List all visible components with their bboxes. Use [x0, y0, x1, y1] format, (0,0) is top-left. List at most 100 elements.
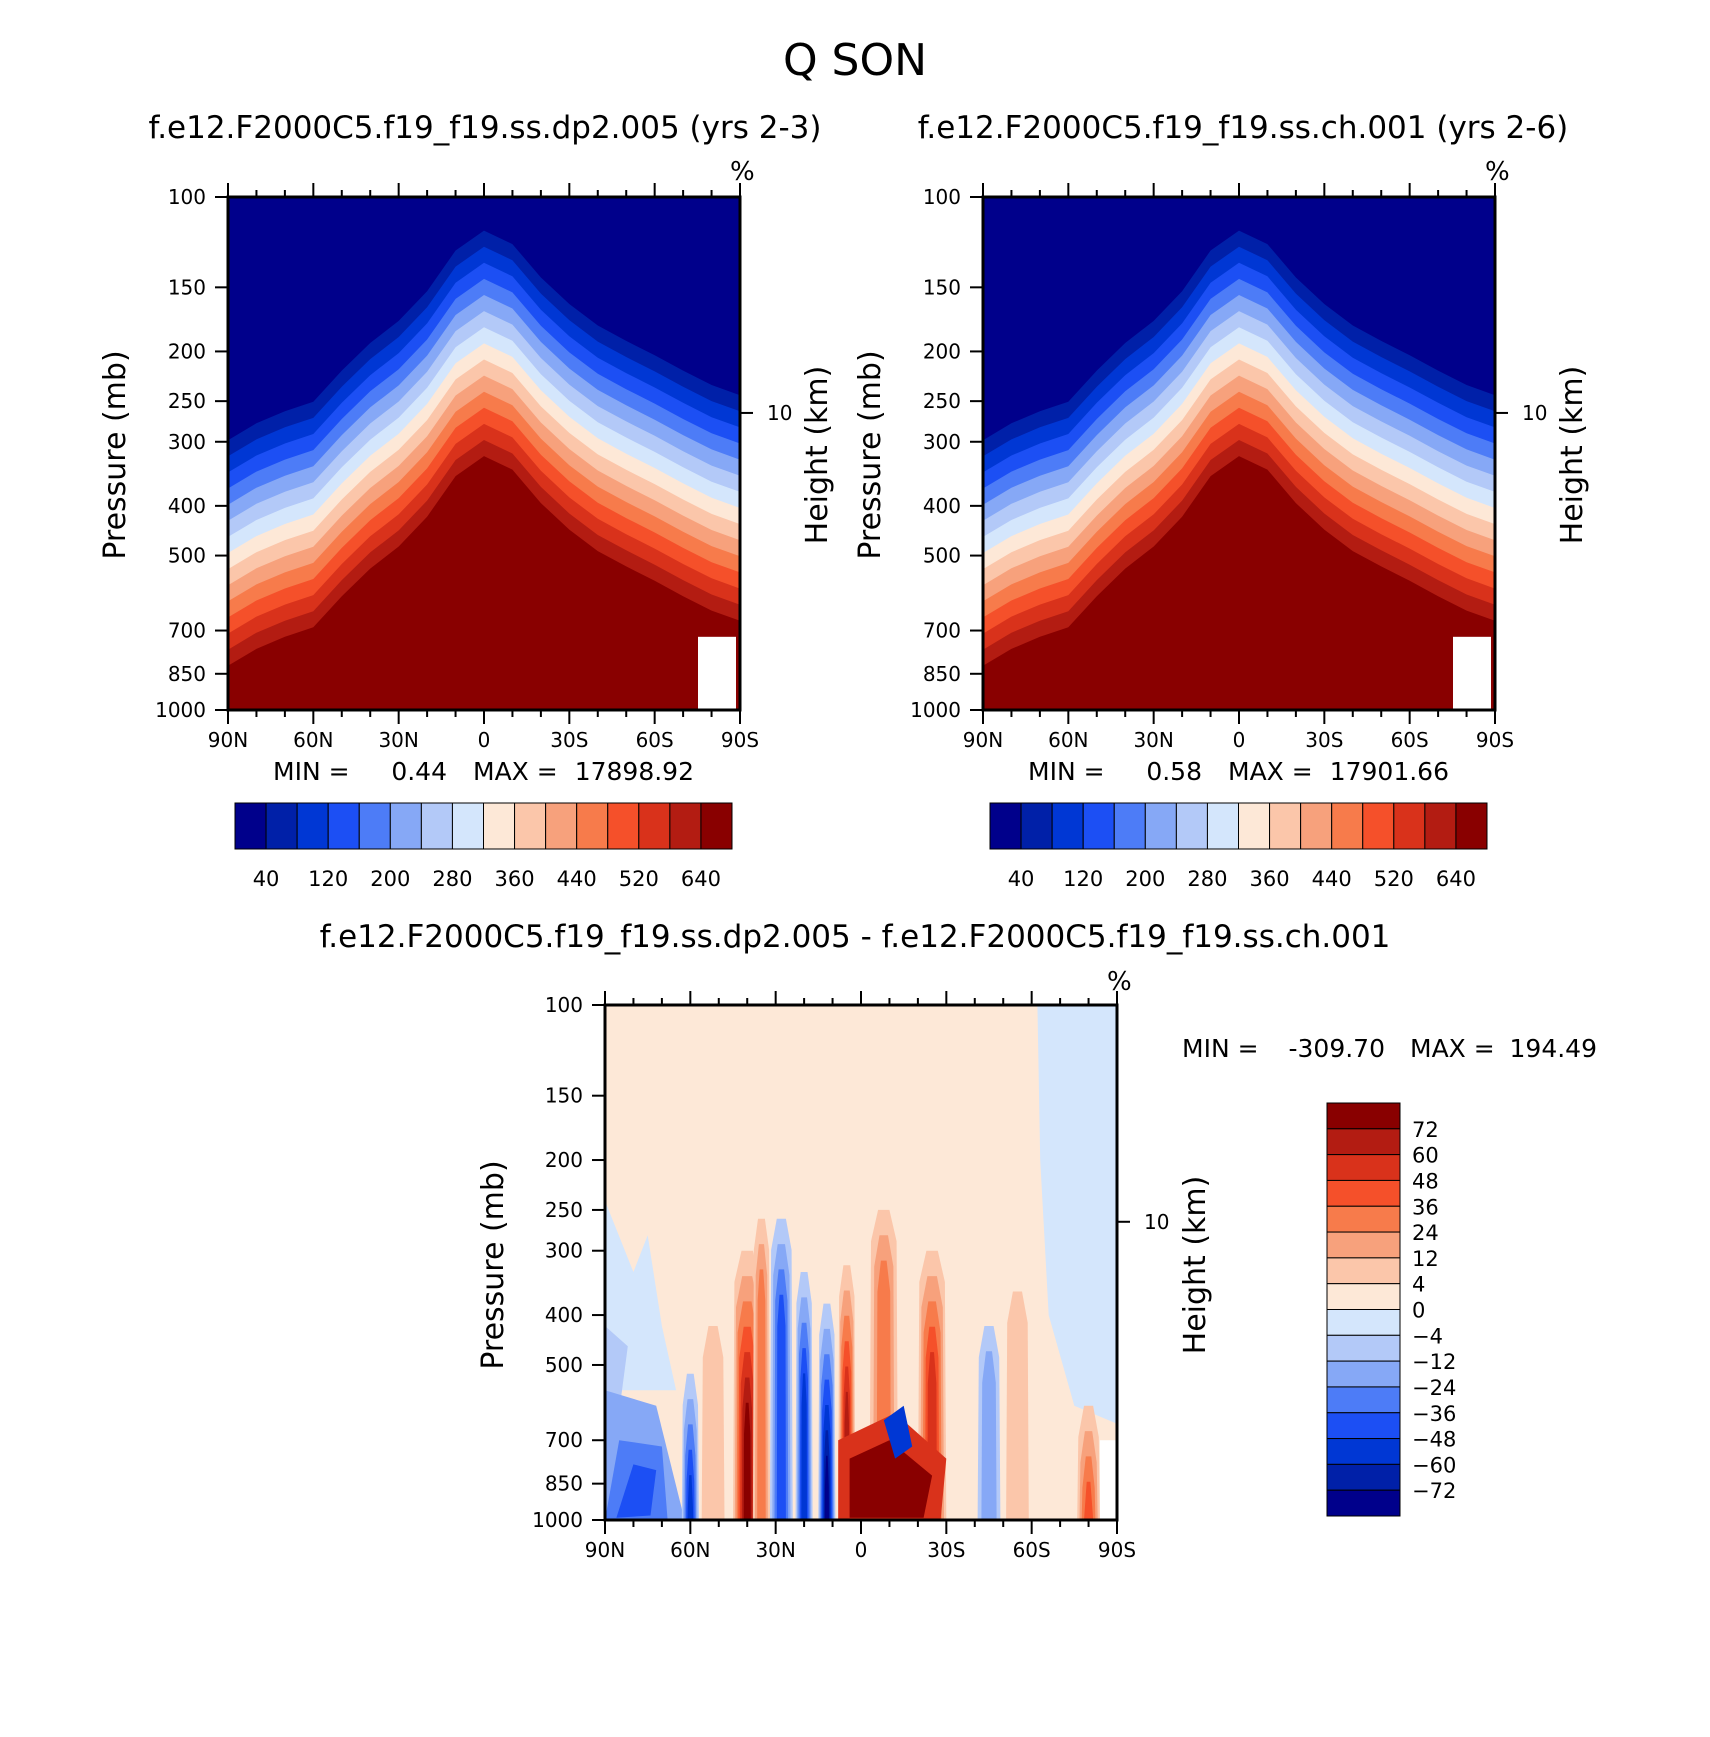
contour-band — [981, 1351, 997, 1520]
axes: 90N 60N 30N 0 30S 60S 90S 100 150 200 250 300 400 500… — [532, 991, 1169, 1562]
colorbar-box — [1269, 802, 1302, 850]
x-tick-label: 90N — [963, 728, 1003, 752]
x-tick-label: 30N — [378, 728, 418, 752]
right-axis-label: Height (km) — [800, 366, 835, 545]
colorbar-label: 640 — [1436, 867, 1476, 891]
x-tick-label: 90S — [721, 728, 759, 752]
colorbar-label: 40 — [1008, 867, 1035, 891]
contour-band — [687, 1475, 694, 1520]
y-tick-label: 150 — [545, 1084, 583, 1108]
colorbar-box — [1326, 1205, 1401, 1233]
colorbar-box — [1326, 1102, 1401, 1130]
contour-band — [801, 1373, 807, 1520]
colorbar-label: −24 — [1412, 1376, 1456, 1400]
right-axis-label: Height (km) — [1555, 366, 1590, 545]
colorbar-box — [1326, 1463, 1401, 1491]
colorbar-label: 640 — [681, 867, 721, 891]
min-label: MIN = — [273, 757, 350, 786]
y-tick-label: 250 — [168, 389, 206, 413]
contour-band — [1037, 1005, 1117, 1424]
x-tick-label: 30N — [755, 1538, 795, 1562]
colorbar-box — [1326, 1154, 1401, 1181]
colorbar-box — [234, 802, 267, 850]
min-label: MIN = — [1182, 1034, 1259, 1063]
colorbar-box — [1455, 802, 1488, 850]
colorbar-label: −36 — [1412, 1402, 1456, 1426]
x-tick-label: 60S — [636, 728, 674, 752]
y-axis-label: Pressure (mb) — [98, 350, 133, 559]
y-tick-label: 400 — [923, 494, 961, 518]
x-tick-label: 90N — [208, 728, 248, 752]
colorbar-label: 36 — [1412, 1195, 1439, 1219]
colorbar-box — [1326, 1438, 1401, 1465]
colorbar-box — [1326, 1179, 1401, 1207]
right-tick-label: 10 — [767, 401, 792, 425]
y-tick-label: 500 — [545, 1353, 583, 1377]
colorbar-box — [638, 802, 671, 850]
panel-top-right: f.e12.F2000C5.f19_f19.ss.ch.001 (yrs 2-6… — [853, 110, 1590, 891]
x-tick-label: 30S — [927, 1538, 965, 1562]
x-tick-label: 30S — [550, 728, 588, 752]
colorbar-box — [1326, 1360, 1401, 1388]
x-tick-label: 0 — [855, 1538, 868, 1562]
max-label: MAX = — [473, 757, 558, 786]
x-tick-label: 0 — [478, 728, 491, 752]
colorbar-box — [1113, 802, 1146, 850]
colorbar-box — [1326, 1412, 1401, 1440]
y-tick-label: 300 — [168, 430, 206, 454]
colorbar-box — [358, 802, 391, 850]
x-tick-label: 60N — [293, 728, 333, 752]
contour-band — [776, 1294, 786, 1520]
colorbar: 40 120 200 280 360 440 520 640 — [234, 802, 733, 891]
x-tick-label: 60S — [1013, 1538, 1051, 1562]
y-tick-label: 100 — [545, 993, 583, 1017]
y-tick-label: 150 — [923, 275, 961, 299]
min-value: -309.70 — [1289, 1034, 1386, 1063]
colorbar-label: 200 — [370, 867, 410, 891]
max-label: MAX = — [1228, 757, 1313, 786]
colorbar-label: −60 — [1412, 1453, 1456, 1477]
y-tick-label: 500 — [923, 544, 961, 568]
colorbar-box — [1082, 802, 1115, 850]
figure-title: Q SON — [783, 35, 927, 86]
x-tick-label: 90N — [585, 1538, 625, 1562]
colorbar-box — [1424, 802, 1457, 850]
colorbar-box — [1175, 802, 1208, 850]
missing-region — [698, 636, 736, 710]
colorbar-box — [1326, 1128, 1401, 1156]
colorbar-box — [989, 802, 1022, 850]
y-tick-label: 200 — [923, 339, 961, 363]
colorbar-label: 200 — [1125, 867, 1165, 891]
panel-difference: f.e12.F2000C5.f19_f19.ss.dp2.005 - f.e12… — [320, 919, 1597, 1562]
colorbar-label: 360 — [495, 867, 535, 891]
colorbar-label: −12 — [1412, 1350, 1456, 1374]
x-tick-label: 30S — [1305, 728, 1343, 752]
min-value: 0.58 — [1146, 757, 1202, 786]
colorbar-label: 280 — [1187, 867, 1227, 891]
y-tick-label: 250 — [545, 1198, 583, 1222]
colorbar-box — [1326, 1283, 1401, 1310]
contour-band — [849, 1440, 933, 1518]
y-tick-label: 100 — [923, 185, 961, 209]
x-tick-label: 90S — [1476, 728, 1514, 752]
y-tick-label: 400 — [168, 494, 206, 518]
colorbar-box — [1326, 1334, 1401, 1362]
right-tick-label: 10 — [1144, 1210, 1169, 1234]
y-tick-label: 700 — [923, 619, 961, 643]
colorbar-box — [1393, 802, 1426, 850]
x-tick-label: 30N — [1133, 728, 1173, 752]
y-tick-label: 500 — [168, 544, 206, 568]
x-tick-label: 0 — [1233, 728, 1246, 752]
y-tick-label: 150 — [168, 275, 206, 299]
y-axis-label: Pressure (mb) — [853, 350, 888, 559]
y-tick-label: 300 — [545, 1239, 583, 1263]
colorbar-box — [1362, 802, 1395, 850]
colorbar-box — [1326, 1231, 1401, 1259]
y-tick-label: 250 — [923, 389, 961, 413]
contour-band — [1006, 1291, 1029, 1520]
colorbar-label: 280 — [432, 867, 472, 891]
colorbar-box — [1051, 802, 1084, 850]
colorbar-label: 120 — [308, 867, 348, 891]
max-value: 194.49 — [1510, 1034, 1597, 1063]
